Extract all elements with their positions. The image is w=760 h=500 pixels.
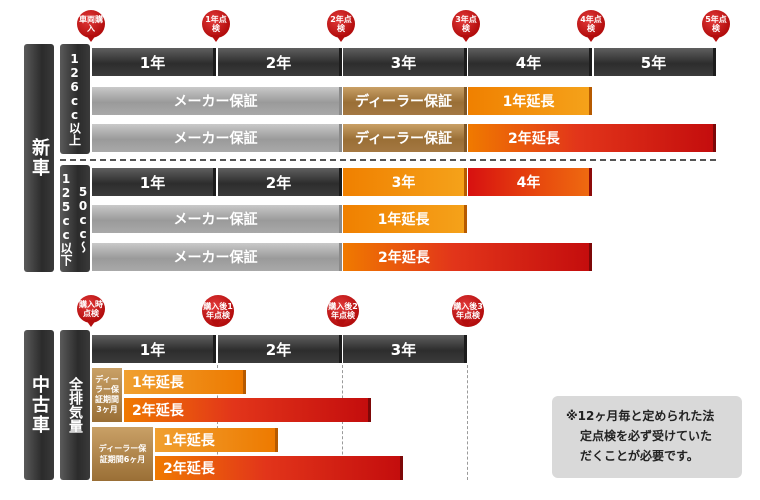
dealer-warranty-6m-box: ディーラー保証期間6ヶ月 bbox=[92, 427, 153, 481]
dealer-warranty-bar: ディーラー保証 bbox=[343, 87, 467, 115]
extension-2yr-bar: 2年延長 bbox=[343, 243, 592, 271]
year-cell: 1年 bbox=[92, 335, 216, 363]
used-car-label: 中古車 bbox=[24, 330, 54, 480]
dealer-warranty-bar: ディーラー保証 bbox=[343, 124, 467, 152]
inspection-note: ※12ヶ月毎と定められた法 定点検を必ず受けていた だくことが必要です。 bbox=[552, 396, 742, 478]
extension-1yr-bar: 1年延長 bbox=[468, 87, 592, 115]
cc50-label: 50cc〜125cc以下 bbox=[59, 165, 90, 272]
extension-1yr-bar: 1年延長 bbox=[155, 428, 278, 452]
maker-warranty-bar: メーカー保証 bbox=[92, 87, 342, 115]
guide-line bbox=[342, 365, 343, 480]
pin-purchase-inspection: 購入時点検 bbox=[77, 295, 105, 327]
note-line: 定点検を必ず受けていた bbox=[580, 429, 713, 443]
pin-3yr-inspection: 3年点検 bbox=[452, 10, 480, 42]
year-cell: 1年 bbox=[92, 168, 216, 196]
extension-1yr-bar: 1年延長 bbox=[343, 205, 467, 233]
cc126-label: 126cc以上 bbox=[60, 44, 90, 154]
dealer-warranty-3m-box: ディーラー保証期間3ヶ月 bbox=[92, 368, 122, 422]
note-line: だくことが必要です。 bbox=[580, 449, 699, 463]
new-car-label: 新車 bbox=[24, 44, 54, 272]
year-cell: 3年 bbox=[343, 48, 467, 76]
note-line: ※12ヶ月毎と定められた法 bbox=[566, 409, 715, 423]
group-separator bbox=[60, 159, 716, 161]
year-cell: 5年 bbox=[594, 48, 716, 76]
pin-1yr-inspection: 1年点検 bbox=[202, 10, 230, 42]
pin-after-3yr-inspection: 購入後3年点検 bbox=[452, 295, 484, 327]
maker-warranty-bar: メーカー保証 bbox=[92, 243, 342, 271]
extension-1yr-bar: 1年延長 bbox=[124, 370, 246, 394]
pin-after-1yr-inspection: 購入後1年点検 bbox=[202, 295, 234, 327]
year-cell-3-highlight: 3年 bbox=[343, 168, 467, 196]
year-cell: 2年 bbox=[218, 48, 342, 76]
extension-2yr-bar: 2年延長 bbox=[468, 124, 716, 152]
all-displacement-label: 全排気量 bbox=[60, 330, 90, 480]
pin-2yr-inspection: 2年点検 bbox=[327, 10, 355, 42]
extension-2yr-bar: 2年延長 bbox=[124, 398, 371, 422]
guide-line bbox=[217, 365, 218, 480]
extension-2yr-bar: 2年延長 bbox=[155, 456, 403, 480]
year-cell: 4年 bbox=[468, 48, 592, 76]
year-cell: 3年 bbox=[343, 335, 467, 363]
pin-after-2yr-inspection: 購入後2年点検 bbox=[327, 295, 359, 327]
maker-warranty-bar: メーカー保証 bbox=[92, 124, 342, 152]
pin-5yr-inspection: 5年点検 bbox=[702, 10, 730, 42]
guide-line bbox=[467, 365, 468, 480]
year-cell: 2年 bbox=[218, 168, 342, 196]
pin-purchase: 車両購入 bbox=[77, 10, 105, 42]
maker-warranty-bar: メーカー保証 bbox=[92, 205, 342, 233]
year-cell: 1年 bbox=[92, 48, 216, 76]
year-cell: 2年 bbox=[218, 335, 342, 363]
year-cell-4-highlight: 4年 bbox=[468, 168, 592, 196]
pin-4yr-inspection: 4年点検 bbox=[577, 10, 605, 42]
